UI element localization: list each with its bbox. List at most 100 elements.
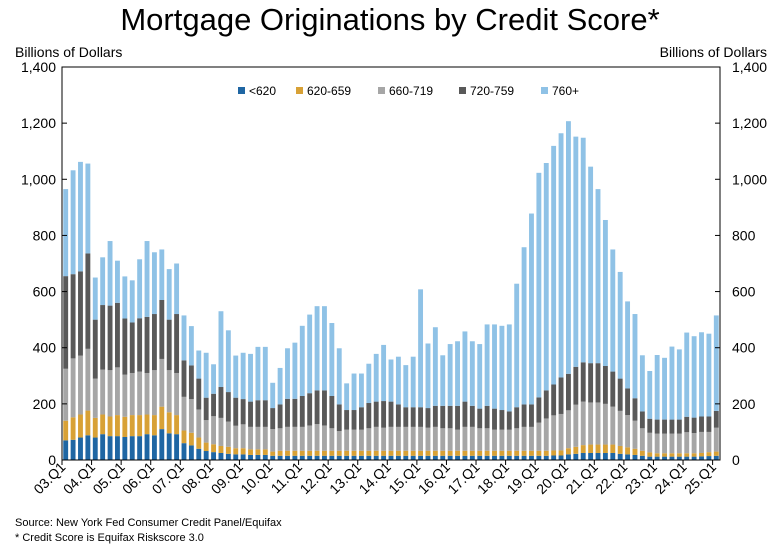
- bar-q70-series-0: [580, 452, 586, 460]
- bar-q64-series-0: [536, 455, 542, 460]
- bar-q88-series-1: [713, 451, 719, 456]
- bar-q22-series-1: [225, 446, 231, 454]
- bar-q10-series-4: [137, 259, 143, 319]
- bar-q35-series-4: [322, 306, 327, 391]
- bar-q39-series-3: [351, 410, 357, 430]
- bar-q64-series-4: [536, 172, 542, 398]
- bar-q15-series-1: [174, 415, 180, 435]
- bar-q6-series-1: [107, 416, 113, 437]
- bar-q53-series-3: [455, 405, 460, 430]
- bar-q23-series-2: [233, 425, 239, 449]
- bar-q48-series-2: [418, 426, 424, 451]
- bar-q37-series-1: [336, 450, 342, 456]
- bar-q30-series-2: [285, 426, 290, 451]
- bar-q17-series-4: [188, 326, 194, 366]
- bar-q64-series-1: [536, 450, 542, 456]
- bar-q10-series-1: [137, 415, 143, 437]
- bar-q87-series-2: [706, 431, 712, 453]
- bar-q85-series-0: [691, 456, 697, 460]
- bar-q50-series-3: [432, 405, 438, 427]
- bar-q34-series-3: [314, 390, 320, 425]
- bar-q49-series-4: [425, 343, 431, 409]
- bar-q62-series-3: [521, 404, 527, 427]
- bar-q41-series-0: [366, 455, 372, 460]
- bar-q71-series-2: [588, 402, 594, 445]
- bar-q6-series-3: [107, 305, 113, 371]
- bar-q40-series-0: [358, 455, 364, 460]
- bar-q69-series-4: [573, 136, 579, 367]
- bar-q24-series-4: [240, 352, 246, 400]
- bar-q13-series-4: [159, 249, 165, 300]
- bar-q81-series-0: [662, 456, 667, 460]
- bar-q75-series-4: [617, 271, 623, 379]
- bar-q31-series-0: [292, 455, 298, 460]
- bar-q31-series-1: [292, 450, 298, 456]
- bar-q83-series-0: [676, 456, 682, 460]
- bar-q71-series-3: [588, 363, 594, 403]
- bar-q80-series-3: [654, 419, 660, 434]
- left-y-axis: 0 200 400 600 800 1,000 1,200 1,400: [21, 59, 67, 468]
- bar-q82-series-2: [669, 433, 675, 454]
- bar-q4-series-4: [92, 277, 98, 320]
- bar-q38-series-3: [344, 410, 350, 430]
- bar-q59-series-3: [499, 410, 505, 430]
- bar-q36-series-1: [329, 450, 335, 456]
- source-note: Source: New York Fed Consumer Credit Pan…: [15, 517, 282, 529]
- bar-q25-series-0: [248, 454, 253, 460]
- bar-q87-series-1: [706, 452, 712, 457]
- bar-q56-series-4: [477, 344, 483, 409]
- bar-q42-series-2: [373, 426, 379, 451]
- bar-q9-series-4: [129, 280, 135, 323]
- bar-q26-series-3: [255, 400, 261, 427]
- left-tick-label: 1,200: [21, 115, 56, 131]
- bar-q18-series-1: [196, 437, 202, 449]
- bar-q67-series-3: [558, 377, 564, 414]
- bar-q83-series-3: [676, 419, 682, 434]
- bar-q67-series-4: [558, 133, 564, 378]
- bar-q47-series-4: [410, 356, 416, 408]
- bar-q12-series-3: [151, 314, 157, 371]
- bar-q17-series-2: [188, 399, 194, 433]
- bar-q83-series-2: [676, 433, 682, 454]
- bar-q43-series-2: [381, 427, 387, 451]
- bar-q86-series-1: [699, 452, 704, 457]
- bar-q86-series-0: [699, 456, 704, 460]
- bar-q78-series-4: [639, 355, 645, 412]
- bar-q24-series-3: [240, 399, 246, 425]
- bar-q88-series-4: [713, 315, 719, 411]
- bar-q59-series-4: [499, 325, 505, 411]
- legend-label: 660-719: [389, 84, 433, 98]
- bar-q21-series-2: [218, 417, 224, 446]
- bar-q19-series-0: [203, 451, 209, 460]
- bar-q67-series-0: [558, 455, 564, 460]
- bar-q26-series-0: [255, 454, 261, 460]
- bar-q24-series-2: [240, 424, 246, 449]
- bar-q24-series-0: [240, 454, 246, 460]
- bar-q60-series-2: [506, 429, 512, 451]
- bar-q23-series-4: [233, 355, 239, 398]
- bar-q60-series-4: [506, 324, 512, 412]
- bar-q69-series-0: [573, 453, 579, 460]
- bar-q28-series-3: [270, 408, 276, 430]
- bar-q30-series-1: [285, 450, 290, 456]
- bar-q56-series-0: [477, 455, 483, 460]
- bar-q19-series-4: [203, 352, 209, 398]
- bar-q39-series-1: [351, 450, 357, 456]
- bar-q33-series-3: [307, 393, 313, 426]
- x-tick-label: 06.Q1: [119, 459, 157, 497]
- bar-q18-series-2: [196, 409, 202, 438]
- bar-q30-series-3: [285, 398, 290, 427]
- bar-q11-series-0: [144, 434, 150, 460]
- x-tick-label: 10.Q1: [237, 459, 275, 497]
- bar-q5-series-2: [100, 369, 106, 415]
- bar-q40-series-2: [358, 429, 364, 451]
- bar-q1-series-1: [70, 417, 76, 440]
- bar-q1-series-0: [70, 439, 76, 460]
- bar-q51-series-0: [440, 455, 446, 460]
- bar-q2-series-4: [78, 161, 83, 272]
- bar-q40-series-1: [358, 450, 364, 456]
- bar-q21-series-3: [218, 387, 224, 418]
- bar-q31-series-4: [292, 342, 298, 399]
- bar-q52-series-0: [447, 455, 453, 460]
- bar-q8-series-3: [122, 318, 128, 375]
